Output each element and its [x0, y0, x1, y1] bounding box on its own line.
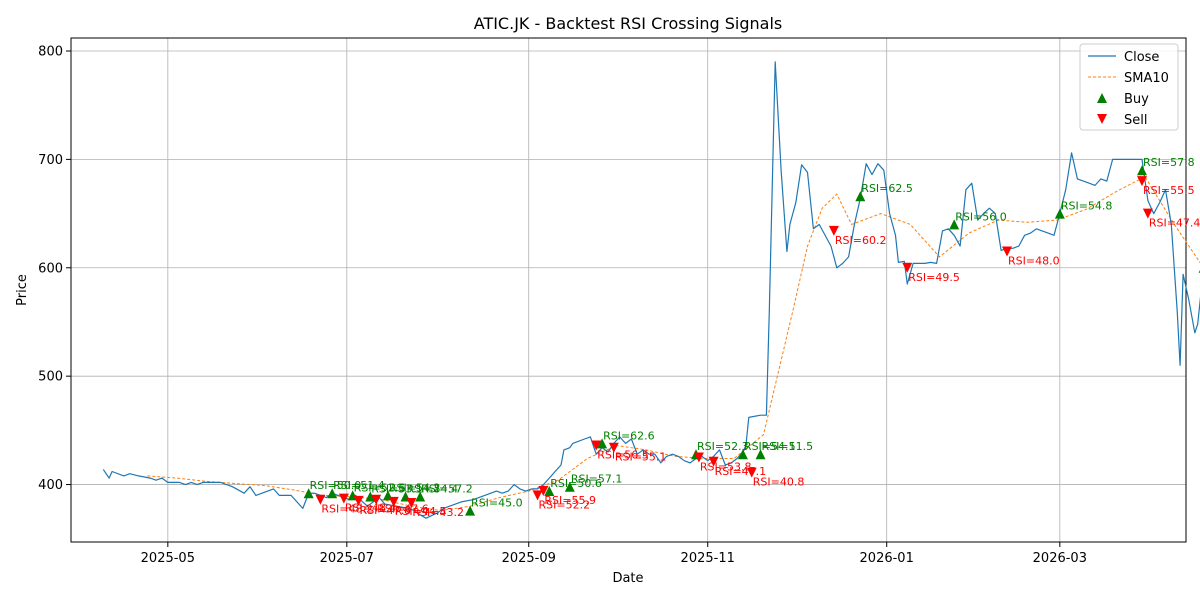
sell-rsi-label: RSI=56.5 [597, 449, 649, 462]
sell-rsi-label: RSI=47.4 [1149, 217, 1200, 230]
sell-rsi-label: RSI=52.2 [539, 498, 591, 511]
legend: Close SMA10 Buy Sell [1079, 43, 1179, 131]
x-tick-label: 2026-03 [1033, 551, 1087, 566]
x-tick-label: 2025-11 [681, 551, 735, 566]
sell-rsi-label: RSI=55.1 [615, 451, 667, 464]
buy-marker [597, 438, 608, 449]
buy-rsi-label: RSI=57.1 [571, 473, 623, 486]
sell-rsi-label: RSI=48.0 [1008, 255, 1060, 268]
legend-sma-label: SMA10 [1124, 71, 1169, 86]
x-tick-label: 2025-05 [141, 551, 195, 566]
legend-buy-swatch [1097, 93, 1107, 103]
sell-rsi-label: RSI=60.2 [835, 234, 887, 247]
y-tick-label: 500 [38, 370, 63, 385]
buy-rsi-label: RSI=51.5 [762, 440, 814, 453]
sell-marker [746, 467, 757, 478]
y-tick-label: 400 [38, 478, 63, 493]
sell-marker [353, 495, 364, 506]
sell-marker [902, 262, 913, 273]
sell-rsi-label: RSI=40.8 [753, 476, 805, 489]
buy-rsi-label: RSI=57.2 [421, 482, 473, 495]
sell-rsi-label: RSI=48.4 [345, 502, 397, 515]
buy-rsi-label: RSI=57.8 [1143, 156, 1195, 169]
buy-rsi-label: RSI=62.6 [603, 429, 655, 442]
x-tick-label: 2026-01 [860, 551, 914, 566]
sell-rsi-label: RSI=48.2 [321, 503, 373, 516]
plot-area-frame [70, 37, 1187, 543]
sma10-line [147, 176, 1200, 512]
sell-rsi-label: RSI=49.5 [908, 271, 960, 284]
buy-rsi-label: RSI=62.5 [861, 182, 913, 195]
sell-marker [608, 442, 619, 453]
buy-rsi-label: RSI=52.6 [354, 481, 406, 494]
buy-marker [949, 219, 960, 230]
sell-marker [338, 493, 349, 504]
buy-rsi-label: RSI=54.1 [744, 440, 796, 453]
sell-marker [1136, 176, 1147, 187]
legend-sell-swatch [1097, 114, 1107, 124]
signal-markers: RSI=50.0RSI=51.4RSI=52.6RSI=53.1RSI=54.2… [303, 156, 1200, 519]
x-tick-label: 2025-07 [320, 551, 374, 566]
buy-rsi-label: RSI=54.4 [407, 482, 459, 495]
buy-marker [327, 488, 338, 499]
y-axis-ticks: 400 500 600 700 800 [38, 45, 71, 493]
sell-marker [828, 225, 839, 236]
buy-rsi-label: RSI=50.6 [550, 477, 602, 490]
sell-rsi-label: RSI=43.2 [412, 506, 464, 519]
buy-marker [737, 449, 748, 460]
y-tick-label: 700 [38, 153, 63, 168]
sell-marker [1142, 208, 1153, 219]
sell-rsi-label: RSI=47.6 [377, 503, 429, 516]
sell-marker [388, 496, 399, 507]
buy-marker [303, 488, 314, 499]
buy-rsi-label: RSI=53.1 [371, 482, 423, 495]
sell-rsi-label: RSI=55.5 [1143, 184, 1195, 197]
chart-title: ATIC.JK - Backtest RSI Crossing Signals [474, 14, 783, 33]
buy-marker [365, 491, 376, 502]
sell-marker [538, 486, 549, 497]
legend-box [1079, 43, 1179, 131]
buy-marker [564, 481, 575, 492]
buy-rsi-label: RSI=56.0 [955, 210, 1007, 223]
buy-rsi-label: RSI=54.8 [1061, 200, 1113, 213]
buy-marker [855, 191, 866, 202]
sell-marker [591, 440, 602, 451]
sell-marker [1002, 246, 1013, 257]
legend-sell-label: Sell [1124, 113, 1147, 128]
sell-rsi-label: RSI=47.8 [360, 504, 412, 517]
y-tick-label: 800 [38, 45, 63, 60]
buy-marker [415, 491, 426, 502]
buy-rsi-label: RSI=52.3 [697, 440, 749, 453]
buy-marker [1136, 165, 1147, 176]
x-tick-label: 2025-09 [502, 551, 556, 566]
buy-marker [544, 486, 555, 497]
buy-rsi-label: RSI=54.2 [389, 481, 441, 494]
sell-marker [406, 497, 417, 508]
sell-marker [708, 456, 719, 467]
sell-rsi-label: RSI=44.5 [395, 505, 447, 518]
close-line [102, 61, 1200, 519]
legend-buy-label: Buy [1124, 92, 1149, 107]
buy-marker [1054, 208, 1065, 219]
grid-lines [71, 38, 1186, 542]
sell-marker [532, 490, 543, 501]
sell-rsi-label: RSI=55.9 [544, 494, 596, 507]
buy-rsi-label: RSI=50.0 [310, 479, 362, 492]
sma10-series [147, 176, 1200, 512]
buy-marker [465, 505, 476, 516]
sell-marker [371, 494, 382, 505]
buy-rsi-label: RSI=45.0 [471, 497, 523, 510]
legend-close-label: Close [1124, 50, 1159, 65]
sell-marker [315, 494, 326, 505]
sell-marker [693, 452, 704, 463]
y-tick-label: 600 [38, 261, 63, 276]
x-axis-ticks: 2025-05 2025-07 2025-09 2025-11 2026-01 2026-… [141, 542, 1087, 566]
y-axis-title: Price [15, 274, 30, 306]
x-axis-title: Date [612, 571, 643, 586]
buy-rsi-label: RSI=51.4 [333, 479, 385, 492]
close-series [102, 61, 1200, 519]
buy-marker [755, 449, 766, 460]
